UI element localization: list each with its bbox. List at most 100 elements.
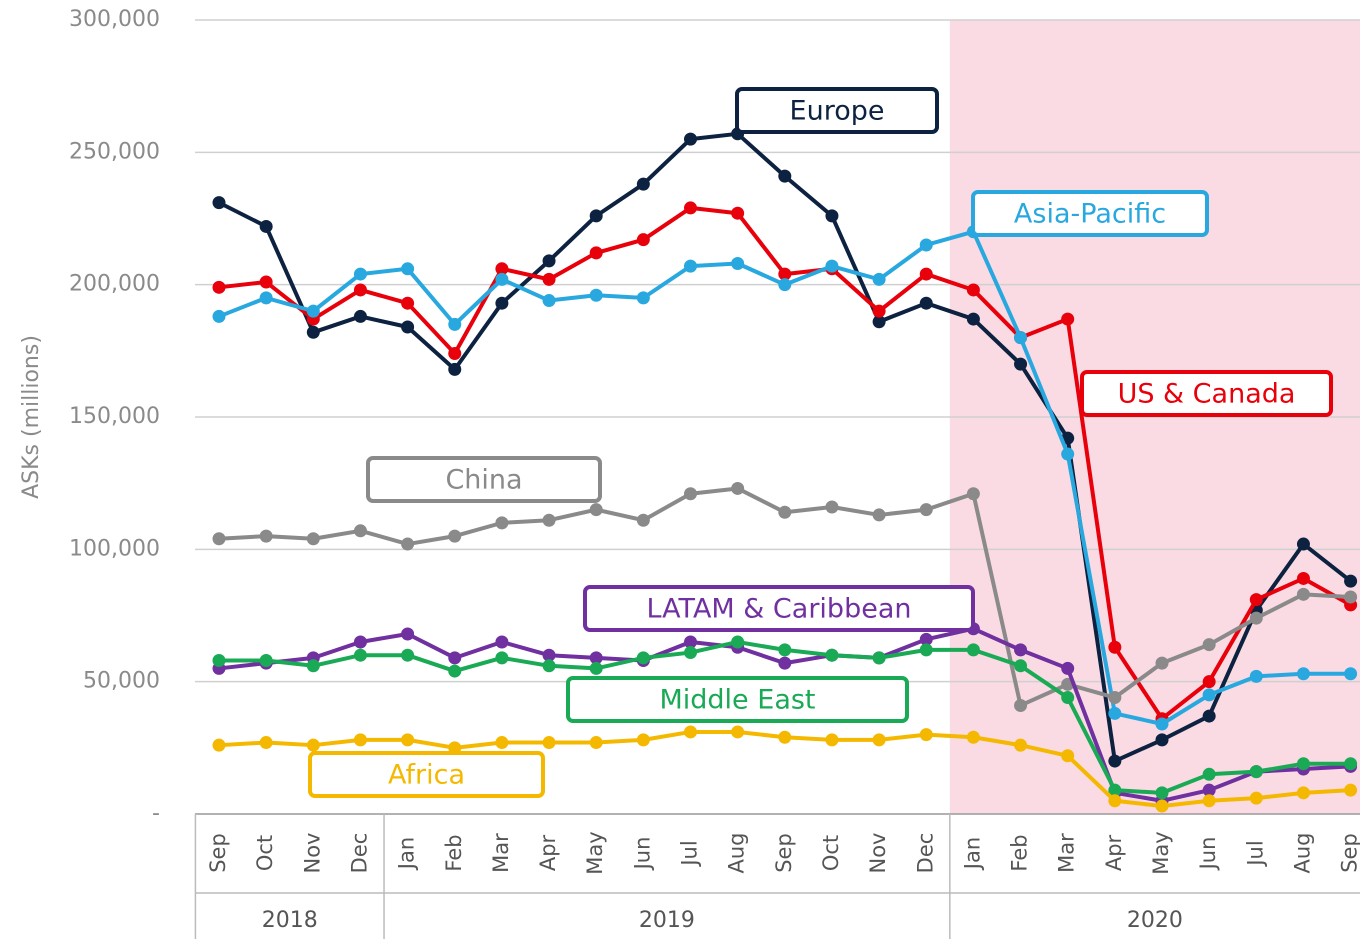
data-point (212, 738, 226, 752)
data-point (306, 532, 320, 546)
data-point (306, 738, 320, 752)
data-point (684, 487, 697, 501)
data-point (872, 508, 886, 522)
data-point (966, 730, 980, 744)
data-point (1296, 587, 1310, 601)
x-tick-label: Jun (630, 837, 654, 872)
data-point (542, 513, 556, 527)
series-label: LATAM & Caribbean (647, 594, 912, 625)
series-label-box (735, 87, 939, 134)
x-tick-label: Jan (395, 837, 419, 871)
data-point (448, 651, 462, 665)
series-label: Asia-Pacific (1014, 199, 1166, 230)
data-point (495, 516, 509, 530)
x-tick-label: Dec (347, 833, 371, 874)
data-point (1014, 738, 1028, 752)
data-point (401, 733, 415, 747)
data-point (778, 169, 792, 183)
data-point (778, 643, 792, 657)
data-point (778, 267, 792, 281)
data-point (684, 201, 697, 215)
data-point (401, 320, 415, 334)
data-point (259, 653, 273, 667)
data-point (919, 643, 933, 657)
data-point (636, 177, 650, 191)
data-point (684, 635, 697, 649)
data-point (212, 532, 226, 546)
data-point (401, 537, 415, 551)
data-point (1249, 593, 1263, 607)
x-tick-label: Jul (678, 840, 702, 867)
data-point (542, 736, 556, 750)
series-label-box (366, 456, 602, 503)
data-point (1249, 669, 1263, 683)
data-point (778, 730, 792, 744)
x-tick-label: May (1149, 831, 1173, 874)
data-point (636, 733, 650, 747)
data-point (1014, 698, 1028, 712)
y-tick-label: 250,000 (69, 139, 160, 164)
x-tick-label: Nov (300, 833, 324, 874)
data-point (1344, 590, 1358, 604)
data-point (872, 304, 886, 318)
y-tick-label: 300,000 (69, 7, 160, 32)
data-point (684, 646, 697, 660)
data-point (1202, 783, 1216, 797)
data-point (259, 736, 273, 750)
data-point (1344, 757, 1358, 771)
series-label-box (566, 676, 909, 723)
data-point (731, 481, 745, 495)
data-point (636, 233, 650, 247)
data-point (589, 651, 603, 665)
data-point (1202, 675, 1216, 689)
y-tick-label: 50,000 (83, 669, 160, 694)
data-point (1344, 783, 1358, 797)
data-point (684, 132, 697, 146)
x-tick-label: Feb (1008, 834, 1032, 871)
data-point (353, 648, 367, 662)
data-point (353, 267, 367, 281)
data-point (636, 651, 650, 665)
data-point (1155, 733, 1169, 747)
data-point (495, 635, 509, 649)
x-tick-label: Nov (866, 833, 890, 874)
data-point (1155, 656, 1169, 670)
data-point (684, 725, 697, 739)
data-point (353, 635, 367, 649)
data-point (636, 513, 650, 527)
data-point (872, 733, 886, 747)
data-point (1296, 786, 1310, 800)
data-point (1061, 661, 1075, 675)
data-point (1344, 667, 1358, 681)
x-tick-label: Aug (725, 832, 749, 873)
data-point (259, 529, 273, 543)
data-point (684, 259, 697, 273)
data-point (1108, 640, 1122, 654)
x-tick-label: Jan (960, 837, 984, 871)
data-point (731, 256, 745, 270)
data-point (1296, 537, 1310, 551)
data-point (1155, 717, 1169, 731)
data-point (353, 524, 367, 538)
data-point (825, 500, 839, 514)
data-point (731, 206, 745, 220)
data-point (1014, 357, 1028, 371)
data-point (872, 651, 886, 665)
data-point (1108, 794, 1122, 808)
data-point (919, 632, 933, 646)
data-point (212, 653, 226, 667)
data-point (1061, 447, 1075, 461)
series-label: China (445, 465, 522, 496)
series-label: Africa (388, 760, 465, 791)
data-point (495, 651, 509, 665)
data-point (448, 664, 462, 678)
data-point (589, 246, 603, 260)
data-point (731, 725, 745, 739)
data-point (306, 304, 320, 318)
data-point (1108, 706, 1122, 720)
y-tick-label: - (152, 801, 160, 826)
data-point (353, 733, 367, 747)
data-point (778, 278, 792, 292)
data-point (1202, 709, 1216, 723)
